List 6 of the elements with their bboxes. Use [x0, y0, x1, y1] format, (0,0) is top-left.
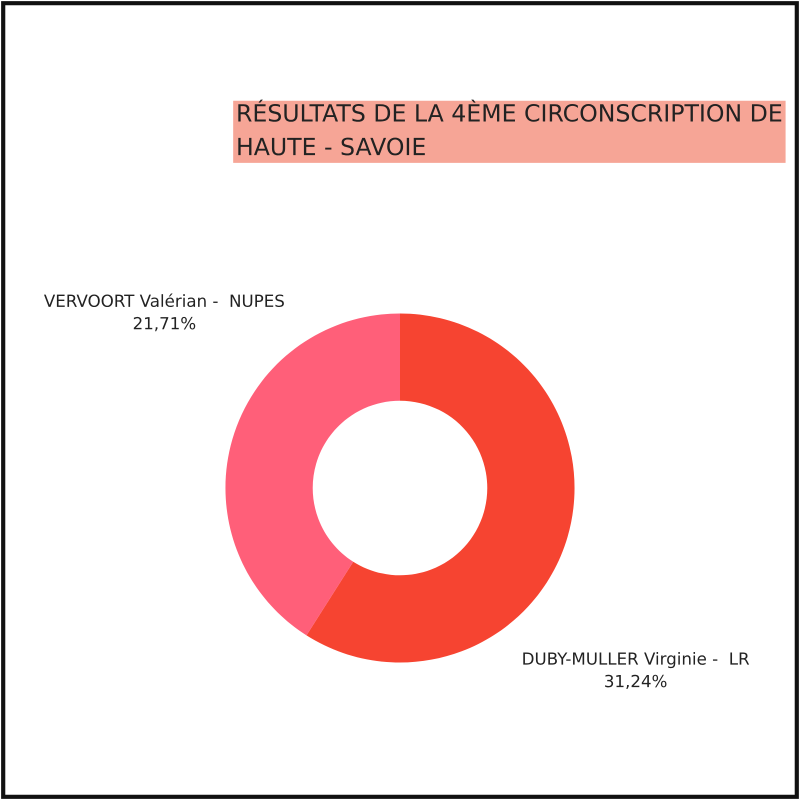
- slice-label: DUBY-MULLER Virginie - LR: [523, 652, 750, 668]
- donut-slice: [225, 313, 400, 636]
- slice-label: VERVOORT Valérian - NUPES: [44, 293, 284, 308]
- chart-title: RÉSULTATS DE LA 4ÈME CIRCONSCRIPTION DE HAUTE - SAVOIE: [238, 100, 782, 156]
- data-label: 31,24%: [605, 674, 666, 690]
- data-label: 21,71%: [134, 316, 196, 332]
